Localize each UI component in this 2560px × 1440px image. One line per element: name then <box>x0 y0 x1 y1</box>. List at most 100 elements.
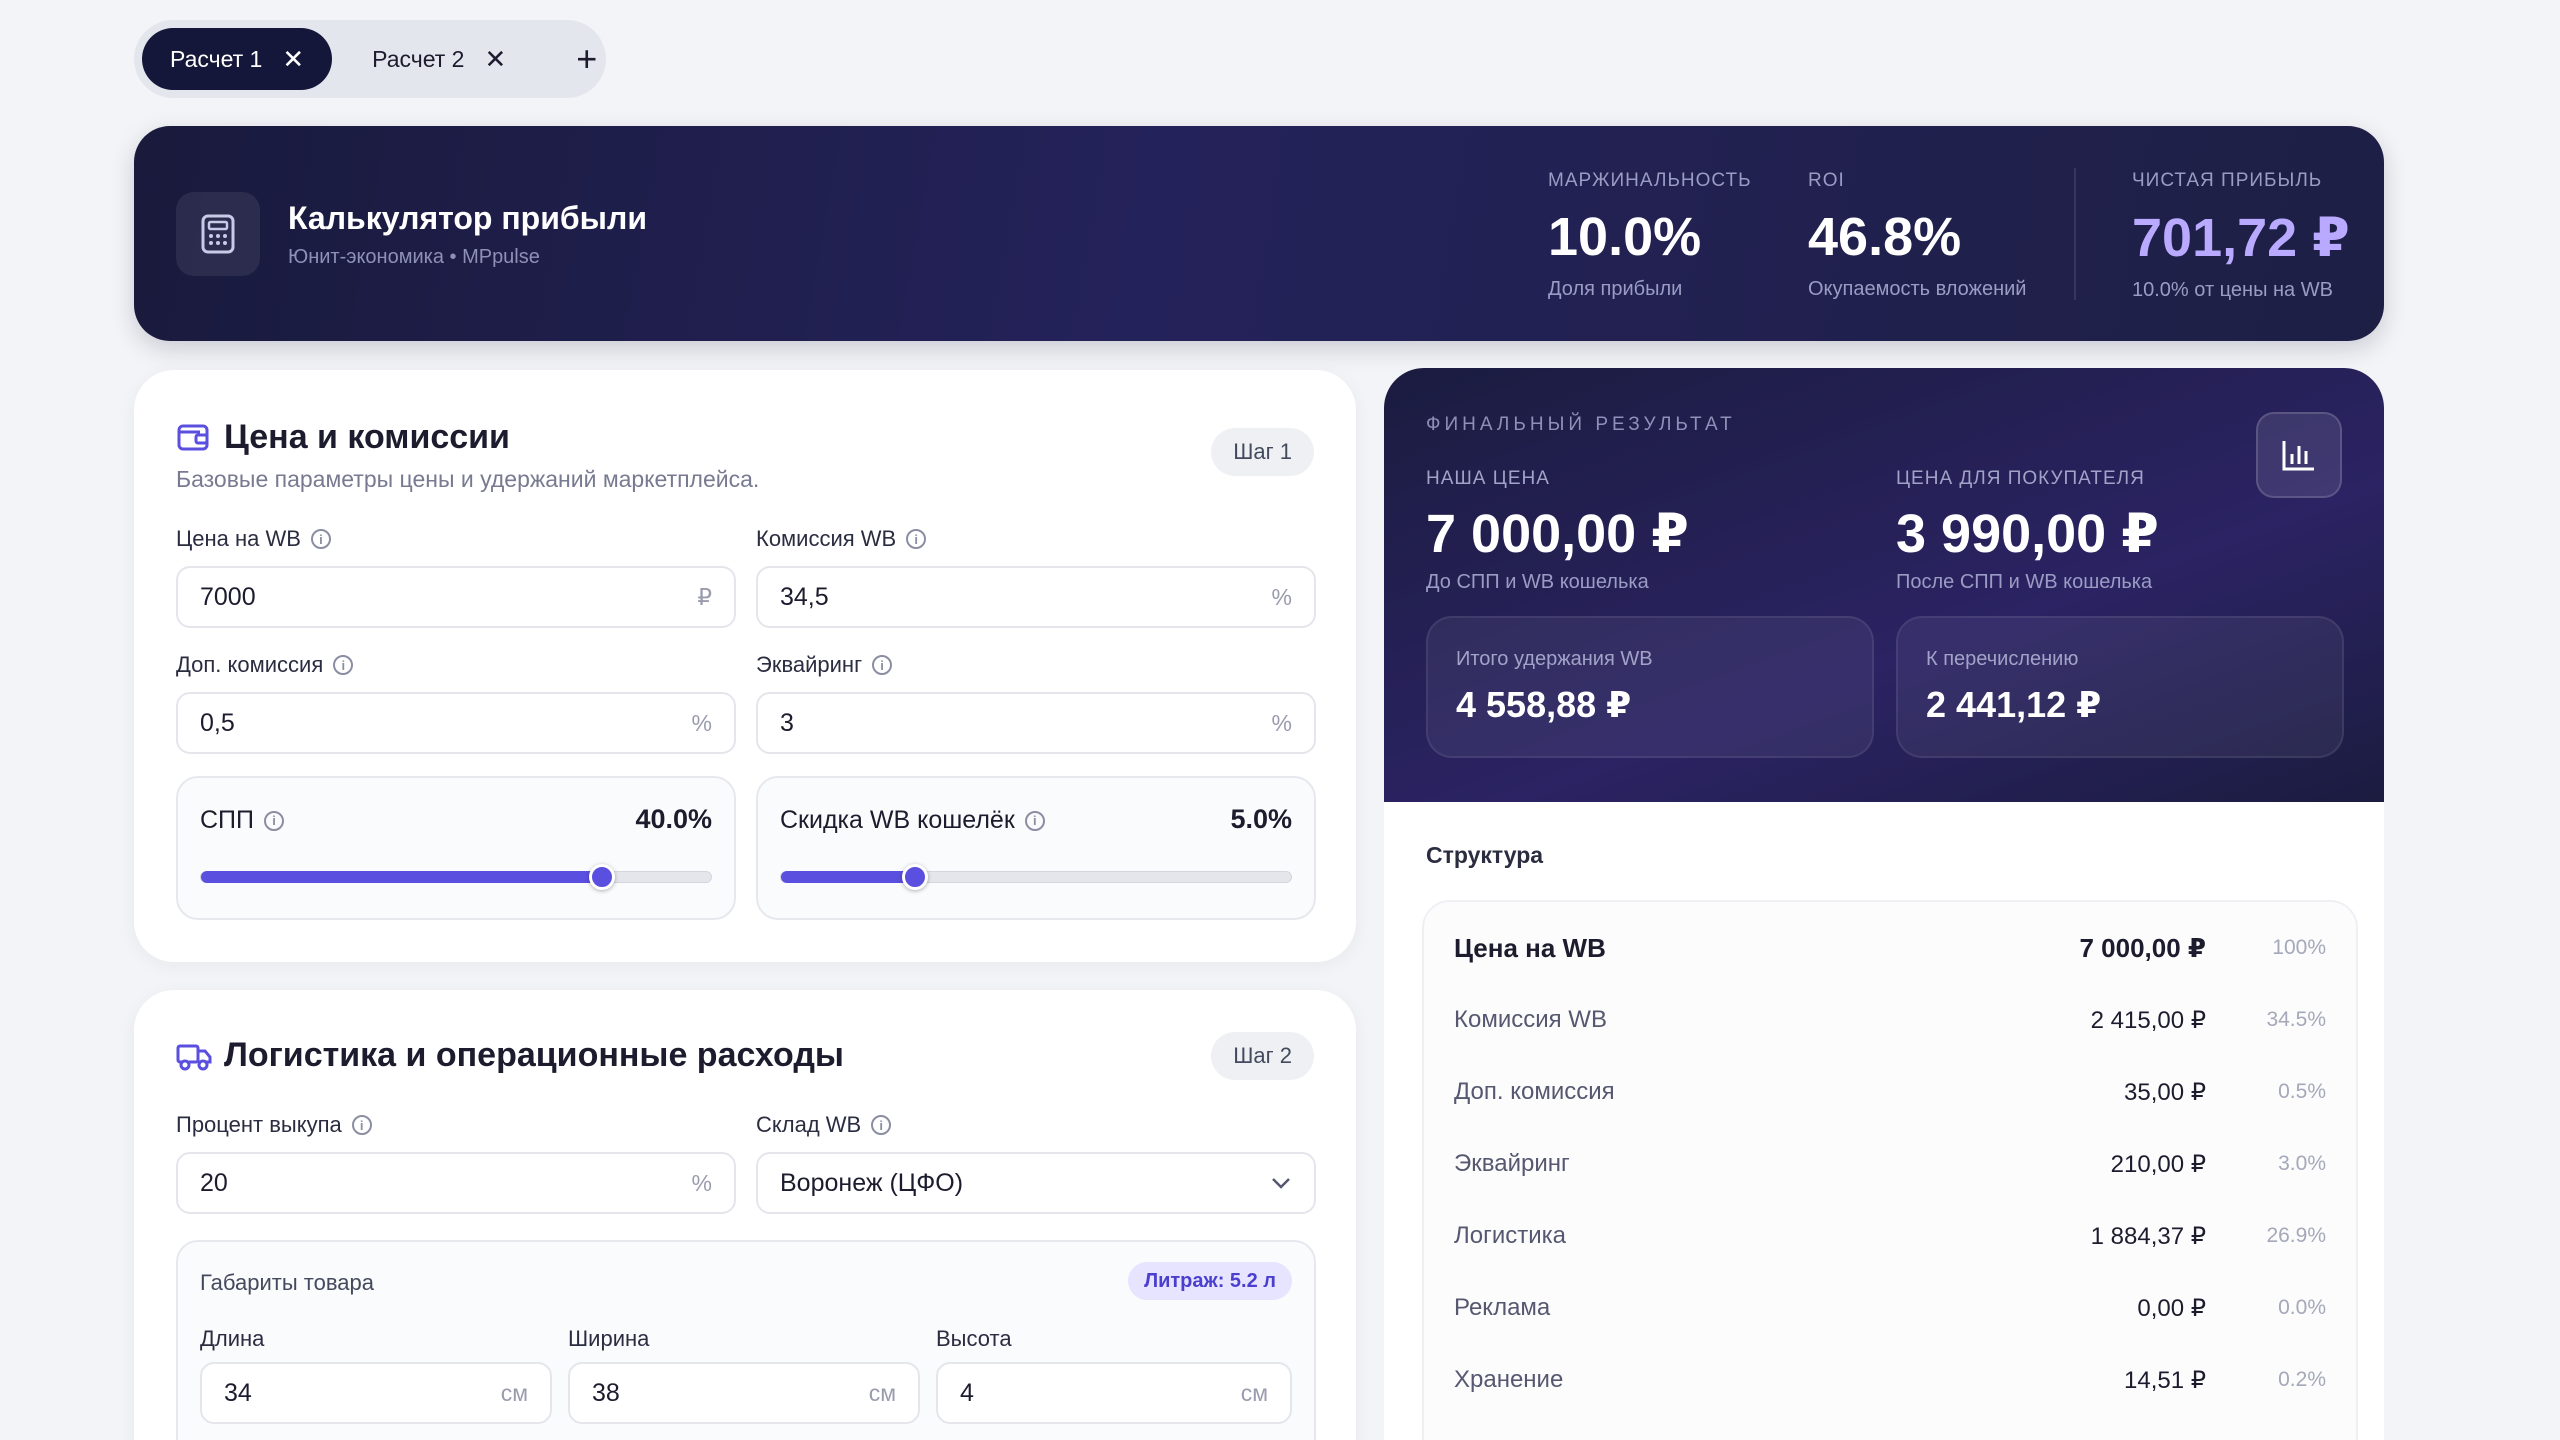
row-name: Комиссия WB <box>1454 1006 1607 1033</box>
tab-label: Расчет 1 <box>170 45 263 72</box>
close-icon[interactable]: ✕ <box>282 44 305 74</box>
metric-caption: Окупаемость вложений <box>1808 278 2027 300</box>
commission-input[interactable]: 34,5 % <box>756 566 1316 628</box>
row-name: Хранение <box>1454 1366 1564 1393</box>
truck-icon <box>176 1044 212 1071</box>
spp-slider-box: СПП i 40.0% <box>176 776 736 920</box>
warehouse-label: Склад WB i <box>756 1112 892 1138</box>
width-input[interactable]: 38 см <box>568 1362 920 1424</box>
row-percent: 0.2% <box>2278 1368 2326 1391</box>
input-value: 20 <box>200 1168 228 1197</box>
info-icon[interactable]: i <box>906 529 927 549</box>
input-value: 34 <box>224 1378 252 1407</box>
price-card: Цена и комиссии Базовые параметры цены и… <box>134 370 1356 962</box>
table-row: Логистика 1 884,37 ₽ 26.9% <box>1454 1216 2326 1256</box>
wallet-label: Скидка WB кошелёк i <box>780 806 1045 835</box>
info-icon[interactable]: i <box>872 655 893 675</box>
metric-label: МАРЖИНАЛЬНОСТЬ <box>1548 170 1752 191</box>
info-icon[interactable]: i <box>333 655 354 675</box>
metric-value: 46.8% <box>1808 207 1962 267</box>
metric-label: ROI <box>1808 170 1845 191</box>
app-subtitle: Юнит-экономика • MPpulse <box>288 246 540 268</box>
slider-thumb[interactable] <box>901 864 928 890</box>
buyer-price-label: ЦЕНА ДЛЯ ПОКУПАТЕЛЯ <box>1896 468 2145 489</box>
info-icon[interactable]: i <box>1024 810 1045 831</box>
acquiring-label: Эквайринг i <box>756 652 893 678</box>
table-row: Комиссия WB 2 415,00 ₽ 34.5% <box>1454 1000 2326 1040</box>
commission-label: Комиссия WB i <box>756 526 927 552</box>
buyout-input[interactable]: 20 % <box>176 1152 736 1214</box>
tab-calc-1[interactable]: Расчет 1 ✕ <box>142 28 333 90</box>
price-input[interactable]: 7000 ₽ <box>176 566 736 628</box>
litrage-badge: Литраж: 5.2 л <box>1128 1262 1292 1300</box>
label-text: Цена на WB <box>176 526 301 551</box>
our-price-label: НАША ЦЕНА <box>1426 468 1550 489</box>
wallet-slider[interactable] <box>780 864 1292 890</box>
info-icon[interactable]: i <box>871 1115 892 1135</box>
close-icon[interactable]: ✕ <box>484 44 507 74</box>
buyer-price-value: 3 990,00 ₽ <box>1896 504 2159 564</box>
label-text: Комиссия WB <box>756 526 897 551</box>
buyer-price: ЦЕНА ДЛЯ ПОКУПАТЕЛЯ 3 990,00 ₽ После СПП… <box>1896 468 2159 594</box>
chevron-down-icon <box>1272 1178 1290 1189</box>
withheld-label: Итого удержания WB <box>1456 648 1653 670</box>
price-label: Цена на WB i <box>176 526 331 552</box>
unit-label: % <box>691 1169 712 1196</box>
row-percent: 26.9% <box>2266 1224 2326 1247</box>
metric-net-profit: ЧИСТАЯ ПРИБЫЛЬ 701,72 ₽ 10.0% от цены на… <box>2132 170 2350 302</box>
row-name: Логистика <box>1454 1222 1567 1249</box>
select-value: Воронеж (ЦФО) <box>780 1168 964 1197</box>
payout-value: 2 441,12 ₽ <box>1926 684 2102 725</box>
metric-value: 701,72 ₽ <box>2132 208 2350 268</box>
wallet-slider-box: Скидка WB кошелёк i 5.0% <box>756 776 1316 920</box>
width-label: Ширина <box>568 1326 650 1351</box>
app-title: Калькулятор прибыли <box>288 200 647 236</box>
input-value: 3 <box>780 708 794 737</box>
label-text: Процент выкупа <box>176 1112 342 1137</box>
info-icon[interactable]: i <box>264 810 284 831</box>
structure-table: Цена на WB 7 000,00 ₽ 100% Комиссия WB 2… <box>1422 900 2358 1440</box>
metric-label: ЧИСТАЯ ПРИБЫЛЬ <box>2132 170 2323 191</box>
table-row: Хранение 14,51 ₽ 0.2% <box>1454 1360 2326 1400</box>
our-price-value: 7 000,00 ₽ <box>1426 504 1689 564</box>
spp-value: 40.0% <box>635 804 712 834</box>
payout-label: К перечислению <box>1926 648 2079 670</box>
metric-caption: Доля прибыли <box>1548 278 1683 300</box>
unit-label: % <box>691 709 712 736</box>
input-value: 0,5 <box>200 708 235 737</box>
withheld-value: 4 558,88 ₽ <box>1456 684 1632 725</box>
step-badge: Шаг 1 <box>1211 428 1314 476</box>
bar-chart-icon <box>2282 441 2314 471</box>
spp-slider[interactable] <box>200 864 712 890</box>
slider-thumb[interactable] <box>589 864 616 890</box>
extra-commission-input[interactable]: 0,5 % <box>176 692 736 754</box>
tab-calc-2[interactable]: Расчет 2 ✕ <box>344 28 534 90</box>
card-title: Логистика и операционные расходы <box>224 1036 844 1074</box>
buyout-label: Процент выкупа i <box>176 1112 372 1138</box>
input-value: 38 <box>592 1378 620 1407</box>
spp-label: СПП i <box>200 806 284 835</box>
warehouse-select[interactable]: Воронеж (ЦФО) <box>756 1152 1316 1214</box>
label-text: Доп. комиссия <box>176 652 324 677</box>
our-price: НАША ЦЕНА 7 000,00 ₽ До СПП и WB кошельк… <box>1426 468 1689 594</box>
metric-value: 10.0% <box>1548 207 1702 267</box>
chart-button[interactable] <box>2256 412 2342 498</box>
our-price-caption: До СПП и WB кошелька <box>1426 571 1649 593</box>
acquiring-input[interactable]: 3 % <box>756 692 1316 754</box>
info-icon[interactable]: i <box>351 1115 372 1135</box>
row-amount: 7 000,00 ₽ <box>2079 932 2206 963</box>
unit-label: ₽ <box>697 583 712 610</box>
tab-label: Расчет 2 <box>372 45 465 72</box>
row-percent: 34.5% <box>2266 1008 2326 1031</box>
unit-label: % <box>1271 583 1292 610</box>
length-input[interactable]: 34 см <box>200 1362 552 1424</box>
row-amount: 1 884,37 ₽ <box>2090 1222 2206 1250</box>
label-text: Скидка WB кошелёк <box>780 806 1015 834</box>
info-icon[interactable]: i <box>310 529 331 549</box>
row-amount: 14,51 ₽ <box>2124 1366 2206 1394</box>
row-name: Реклама <box>1454 1294 1551 1321</box>
table-row: Реклама 0,00 ₽ 0.0% <box>1454 1288 2326 1328</box>
row-amount: 210,00 ₽ <box>2110 1150 2206 1178</box>
height-input[interactable]: 4 см <box>936 1362 1292 1424</box>
add-tab-icon[interactable]: + <box>576 38 598 79</box>
